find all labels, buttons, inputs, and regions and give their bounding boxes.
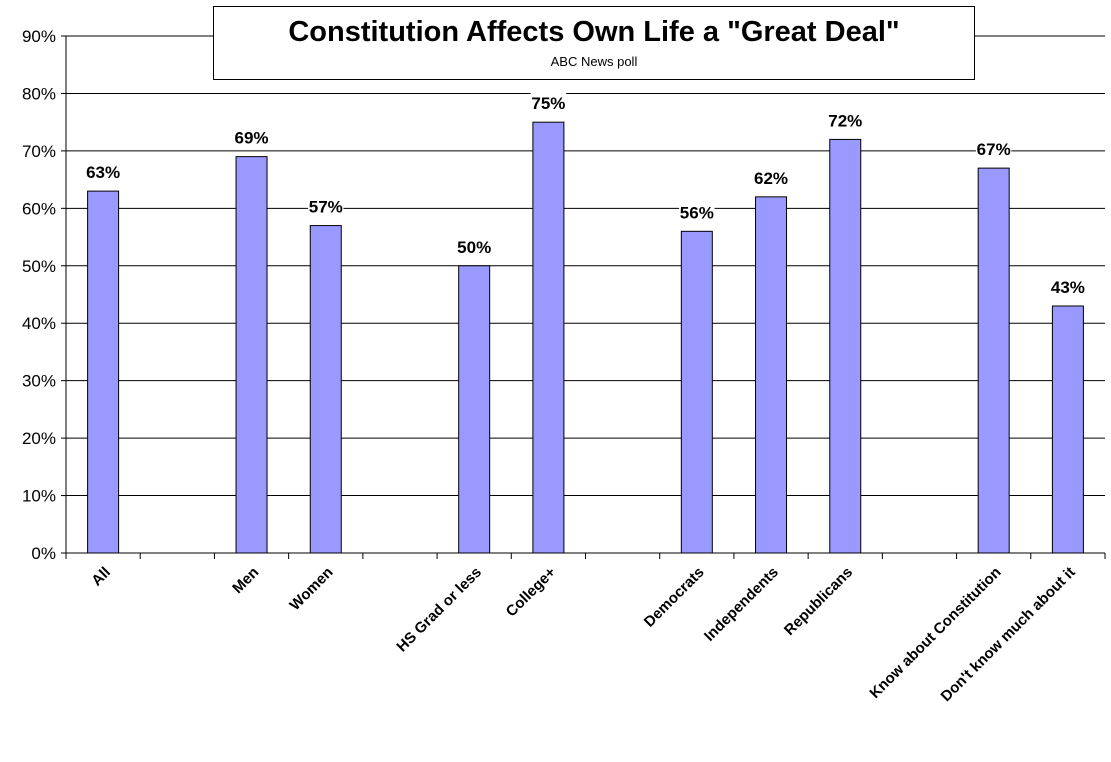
- data-label-bg: [753, 166, 789, 189]
- bar: [309, 225, 342, 554]
- y-tick-label: 30%: [22, 372, 56, 391]
- category-label: Know about Constitution: [866, 564, 1004, 702]
- bar: [87, 190, 120, 554]
- data-label-bg: [530, 92, 567, 115]
- bar: [235, 156, 268, 554]
- category-label: Men: [229, 564, 262, 597]
- y-tick-label: 90%: [22, 27, 56, 46]
- category-label: Republicans: [781, 564, 856, 639]
- y-tick-label: 60%: [22, 199, 56, 218]
- bar: [458, 265, 491, 554]
- chart-title: Constitution Affects Own Life a "Great D…: [288, 16, 900, 48]
- y-tick-label: 40%: [22, 314, 56, 333]
- data-label: 63%: [86, 163, 120, 182]
- data-label-bg: [456, 235, 492, 258]
- bar: [532, 121, 565, 554]
- bar: [829, 138, 862, 554]
- category-label: HS Grad or less: [393, 564, 485, 656]
- data-label-bg: [827, 109, 863, 132]
- bar: [680, 230, 713, 554]
- data-label-bg: [85, 161, 121, 184]
- bar: [755, 196, 788, 554]
- bar: [1051, 305, 1084, 554]
- data-label: 67%: [977, 140, 1011, 159]
- data-label: 43%: [1051, 278, 1085, 297]
- category-label: Independents: [701, 564, 782, 645]
- data-label: 57%: [309, 198, 343, 217]
- data-label-bg: [679, 201, 715, 224]
- data-label: 69%: [235, 129, 269, 148]
- chart-subtitle: ABC News poll: [550, 54, 638, 69]
- y-tick-label: 20%: [22, 429, 56, 448]
- data-label-bg: [975, 138, 1012, 161]
- y-tick-label: 80%: [22, 84, 56, 103]
- y-tick-label: 70%: [22, 142, 56, 161]
- category-label: College+: [503, 564, 560, 621]
- category-label: All: [88, 564, 114, 590]
- chart-title-box: Constitution Affects Own Life a "Great D…: [213, 6, 975, 80]
- data-label: 62%: [754, 169, 788, 188]
- data-label-bg: [1050, 275, 1086, 298]
- y-tick-label: 10%: [22, 487, 56, 506]
- data-label-bg: [233, 126, 270, 149]
- data-label: 72%: [828, 111, 862, 130]
- data-label: 50%: [457, 238, 491, 257]
- category-label: Democrats: [641, 564, 708, 631]
- data-label-bg: [308, 195, 344, 218]
- data-label: 75%: [531, 94, 565, 113]
- category-label: Don't know much about it: [937, 564, 1078, 705]
- y-tick-label: 0%: [31, 544, 56, 563]
- category-label: Women: [286, 564, 336, 614]
- y-tick-label: 50%: [22, 257, 56, 276]
- data-label: 56%: [680, 203, 714, 222]
- bar: [977, 167, 1010, 554]
